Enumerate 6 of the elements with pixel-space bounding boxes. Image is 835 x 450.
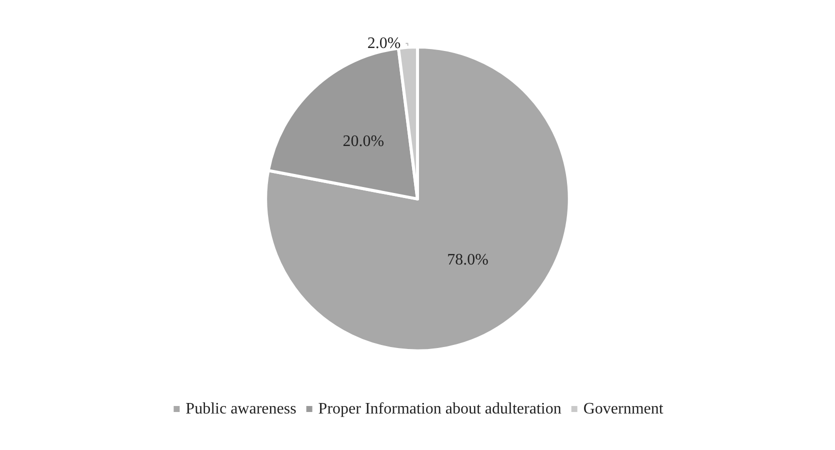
- legend-label: Government: [583, 400, 664, 418]
- data-label: 78.0%: [447, 251, 488, 268]
- data-label: 2.0%: [367, 34, 401, 52]
- data-label: 20.0%: [342, 132, 384, 150]
- legend-label: Public awareness: [186, 400, 296, 418]
- legend-label: Proper Information about adulteration: [318, 400, 562, 418]
